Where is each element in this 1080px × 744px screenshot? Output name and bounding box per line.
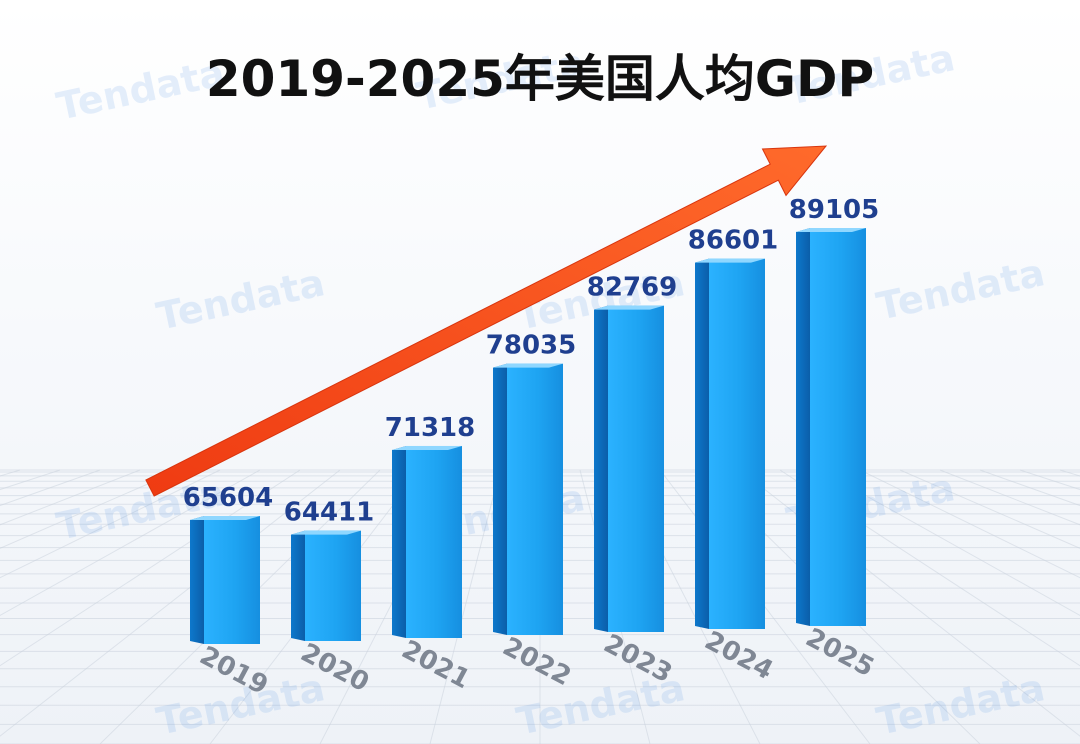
bar-top-face xyxy=(695,258,765,263)
bar-front-face xyxy=(507,363,563,635)
x-tick-label-2021: 2021 xyxy=(397,635,475,695)
bar-2022 xyxy=(493,363,563,635)
bar-front-face xyxy=(406,445,462,638)
x-tick-label-2025: 2025 xyxy=(801,623,879,683)
bar-side-face xyxy=(594,305,608,632)
value-label-2020: 64411 xyxy=(284,498,374,528)
trend-arrow-shape xyxy=(145,145,828,497)
bar-front-face xyxy=(204,516,260,644)
trend-arrow xyxy=(145,145,828,497)
bar-top-face xyxy=(291,530,361,535)
bar-2019 xyxy=(190,516,260,644)
value-label-2022: 78035 xyxy=(486,331,576,361)
value-labels: 65604 64411 71318 78035 82769 86601 89105 xyxy=(183,195,879,528)
bar-top-face xyxy=(594,305,664,310)
bar-top-face xyxy=(796,228,866,232)
watermark-text: Tendata xyxy=(53,50,229,128)
bar-front-face xyxy=(810,228,866,626)
bars xyxy=(190,228,866,644)
bar-2023 xyxy=(594,305,664,632)
bar-top-face xyxy=(493,363,563,368)
value-label-2021: 71318 xyxy=(385,413,475,443)
bar-front-face xyxy=(709,258,765,629)
watermark-text: Tendata xyxy=(873,250,1049,328)
bar-side-face xyxy=(392,445,406,638)
bar-2024 xyxy=(695,258,765,629)
chart-title: 2019-2025年美国人均GDP xyxy=(206,50,874,108)
watermark-text: Tendata xyxy=(153,260,329,338)
bar-front-face xyxy=(305,530,361,641)
bar-side-face xyxy=(190,516,204,644)
bar-front-face xyxy=(608,305,664,632)
watermark-text: Tendata xyxy=(873,665,1049,743)
bar-side-face xyxy=(796,228,810,626)
value-label-2023: 82769 xyxy=(587,273,677,303)
bar-top-face xyxy=(392,445,462,450)
bar-side-face xyxy=(291,530,305,641)
value-label-2019: 65604 xyxy=(183,483,273,513)
bar-2020 xyxy=(291,530,361,641)
bar-side-face xyxy=(695,258,709,629)
value-label-2024: 86601 xyxy=(688,226,778,256)
x-tick-label-2022: 2022 xyxy=(498,632,576,692)
bar-2021 xyxy=(392,445,462,638)
bar-side-face xyxy=(493,363,507,635)
bar-2025 xyxy=(796,228,866,626)
value-label-2025: 89105 xyxy=(789,195,879,225)
bar-top-face xyxy=(190,516,260,520)
